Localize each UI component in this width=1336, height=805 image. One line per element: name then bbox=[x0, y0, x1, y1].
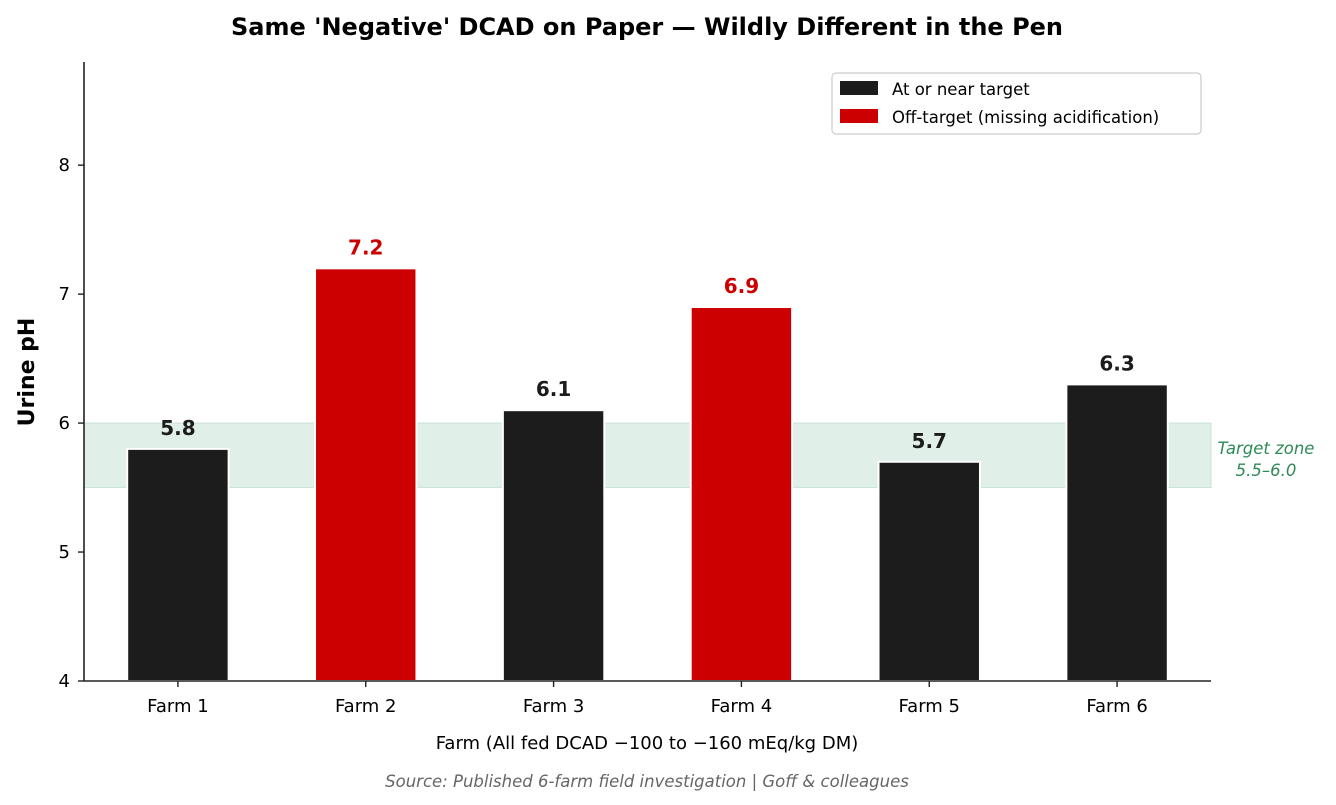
x-ticks: Farm 1 Farm 2 Farm 3 Farm 4 Farm 5 Farm 6 bbox=[147, 681, 1148, 717]
bar-value-label-4: 6.9 bbox=[724, 274, 759, 298]
x-tick-label: Farm 2 bbox=[335, 696, 397, 717]
y-ticks: 4 5 6 7 8 bbox=[59, 155, 84, 692]
bar-value-label-6: 6.3 bbox=[1099, 351, 1134, 375]
bar-1 bbox=[126, 447, 230, 682]
bar-3 bbox=[501, 409, 606, 682]
chart-title: Same 'Negative' DCAD on Paper — Wildly D… bbox=[231, 13, 1063, 41]
y-tick-label: 8 bbox=[59, 155, 70, 176]
target-zone-range: 5.5–6.0 bbox=[1236, 461, 1297, 480]
target-zone-label: Target zone bbox=[1218, 439, 1315, 458]
legend: At or near target Off-target (missing ac… bbox=[831, 72, 1202, 135]
target-zone bbox=[83, 422, 1212, 489]
y-tick-label: 4 bbox=[59, 671, 70, 692]
legend-label-off-target: Off-target (missing acidification) bbox=[892, 108, 1159, 127]
y-tick-label: 5 bbox=[59, 542, 70, 563]
legend-label-on-target: At or near target bbox=[892, 80, 1030, 99]
legend-swatch-off-target bbox=[840, 109, 878, 123]
target-zone-band bbox=[83, 422, 1212, 489]
bar-6 bbox=[1065, 383, 1169, 682]
bar-value-label-3: 6.1 bbox=[536, 377, 571, 401]
x-tick-label: Farm 1 bbox=[147, 696, 209, 717]
x-tick-label: Farm 5 bbox=[898, 696, 960, 717]
bar-2 bbox=[314, 267, 418, 682]
bar-5 bbox=[877, 460, 981, 683]
x-tick-label: Farm 4 bbox=[711, 696, 773, 717]
x-tick-label: Farm 6 bbox=[1086, 696, 1148, 717]
bar-value-label-5: 5.7 bbox=[912, 429, 947, 453]
source-note: Source: Published 6-farm field investiga… bbox=[385, 772, 909, 791]
x-tick-label: Farm 3 bbox=[523, 696, 585, 717]
bar-value-label-2: 7.2 bbox=[348, 235, 383, 259]
y-tick-label: 7 bbox=[59, 284, 70, 305]
bar-4 bbox=[689, 306, 794, 682]
bar-value-label-1: 5.8 bbox=[160, 416, 195, 440]
y-tick-label: 6 bbox=[59, 413, 70, 434]
legend-swatch-on-target bbox=[840, 81, 878, 95]
x-axis-label: Farm (All fed DCAD −100 to −160 mEq/kg D… bbox=[436, 733, 859, 754]
bars bbox=[126, 267, 1169, 683]
bar-value-labels: 5.8 7.2 6.1 6.9 5.7 6.3 bbox=[160, 235, 1135, 452]
legend-frame bbox=[831, 72, 1202, 135]
y-axis-label: Urine pH bbox=[15, 318, 40, 427]
